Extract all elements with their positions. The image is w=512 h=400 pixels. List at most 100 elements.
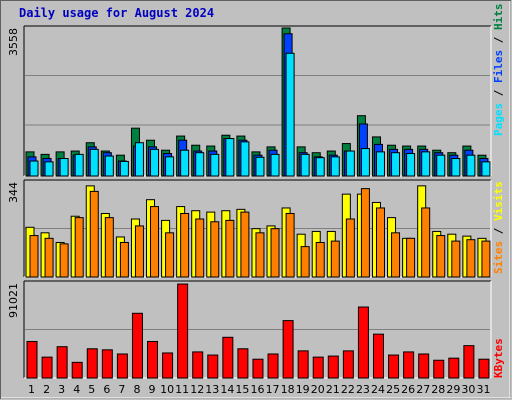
x-tick-label: 13 (205, 383, 219, 396)
kbytes-bar (388, 354, 400, 379)
pages-bar (74, 153, 84, 177)
legend-visits-sites: Sites / Visits (492, 181, 505, 274)
kbytes-bar (403, 351, 415, 379)
sites-bar (44, 237, 54, 278)
y-max-label: 3558 (7, 28, 20, 56)
pages-bar (150, 148, 160, 177)
pages-bar (59, 158, 69, 177)
kbytes-bar (192, 351, 204, 379)
kbytes-bar (418, 353, 430, 379)
x-tick-label: 17 (266, 383, 280, 396)
pages-bar (285, 52, 295, 177)
x-tick-label: 15 (235, 383, 249, 396)
x-tick-label: 8 (133, 383, 140, 396)
y-max-label: 91021 (7, 283, 20, 318)
legend-kbytes: KBytes (492, 338, 505, 378)
pages-bar (481, 161, 491, 177)
pages-bar (195, 152, 205, 177)
x-tick-label: 18 (281, 383, 295, 396)
x-tick-label: 27 (416, 383, 430, 396)
x-tick-label: 16 (251, 383, 265, 396)
sites-bar (421, 207, 431, 278)
svg-text:KBytes: KBytes (492, 338, 505, 378)
pages-bar (406, 153, 416, 177)
sites-bar (375, 207, 385, 278)
pages-bar (345, 150, 355, 177)
kbytes-bar (267, 353, 279, 379)
sites-bar (210, 221, 220, 278)
pages-bar (391, 152, 401, 177)
pages-bar (255, 156, 265, 177)
x-tick-label: 25 (386, 383, 400, 396)
x-tick-label: 31 (476, 383, 490, 396)
x-tick-label: 23 (356, 383, 370, 396)
sites-bar (391, 232, 401, 278)
kbytes-bar (372, 333, 384, 379)
kbytes-bar (207, 354, 219, 379)
pages-bar (134, 142, 144, 177)
x-tick-label: 1 (28, 383, 35, 396)
x-tick-label: 22 (341, 383, 355, 396)
x-tick-label: 21 (326, 383, 340, 396)
kbytes-bar (222, 336, 234, 379)
sites-bar (451, 240, 461, 278)
x-tick-label: 26 (401, 383, 415, 396)
x-tick-label: 24 (371, 383, 385, 396)
sites-bar (481, 240, 491, 278)
x-tick-label: 2 (43, 383, 50, 396)
sites-bar (436, 235, 446, 278)
x-tick-label: 3 (58, 383, 65, 396)
kbytes-bar (177, 283, 189, 379)
x-tick-label: 4 (73, 383, 80, 396)
kbytes-bar (237, 348, 249, 379)
x-tick-label: 11 (175, 383, 189, 396)
kbytes-bar (342, 350, 354, 379)
kbytes-bar (297, 350, 309, 379)
pages-bar (240, 141, 250, 177)
kbytes-bar (56, 346, 68, 379)
kbytes-bar (116, 353, 128, 379)
kbytes-bar (147, 340, 159, 379)
pages-bar (210, 153, 220, 177)
y-max-label: 344 (7, 182, 20, 203)
sites-bar (300, 246, 310, 278)
kbytes-bar (478, 358, 490, 379)
pages-bar (466, 154, 476, 177)
sites-bar (225, 219, 235, 278)
sites-bar (150, 206, 160, 278)
sites-bar (89, 190, 99, 278)
sites-bar (285, 212, 295, 278)
kbytes-bar (131, 312, 143, 379)
sites-bar (119, 241, 129, 278)
svg-text:Pages / Files / Hits: Pages / Files / Hits (492, 4, 505, 137)
x-tick-label: 10 (160, 383, 174, 396)
pages-bar (119, 160, 129, 177)
x-tick-label: 5 (88, 383, 95, 396)
kbytes-bar (26, 340, 38, 379)
x-tick-label: 30 (461, 383, 475, 396)
pages-bar (44, 161, 54, 177)
kbytes-bar (448, 357, 460, 379)
sites-bar (195, 218, 205, 278)
pages-bar (451, 158, 461, 177)
pages-bar (330, 156, 340, 177)
pages-bar (29, 160, 39, 177)
kbytes-bar (162, 352, 174, 379)
pages-bar (360, 148, 370, 177)
kbytes-bar (101, 349, 113, 379)
x-tick-label: 7 (118, 383, 125, 396)
kbytes-bar (282, 320, 294, 379)
pages-bar (225, 138, 235, 177)
sites-bar (74, 217, 84, 278)
pages-bar (421, 151, 431, 177)
pages-bar (270, 153, 280, 177)
kbytes-bar (312, 356, 324, 379)
kbytes-bar (433, 359, 445, 379)
x-tick-label: 20 (311, 383, 325, 396)
x-tick-label: 19 (296, 383, 310, 396)
sites-bar (255, 232, 265, 278)
pages-bar (165, 156, 175, 177)
sites-bar (466, 239, 476, 278)
kbytes-bar (327, 355, 339, 379)
